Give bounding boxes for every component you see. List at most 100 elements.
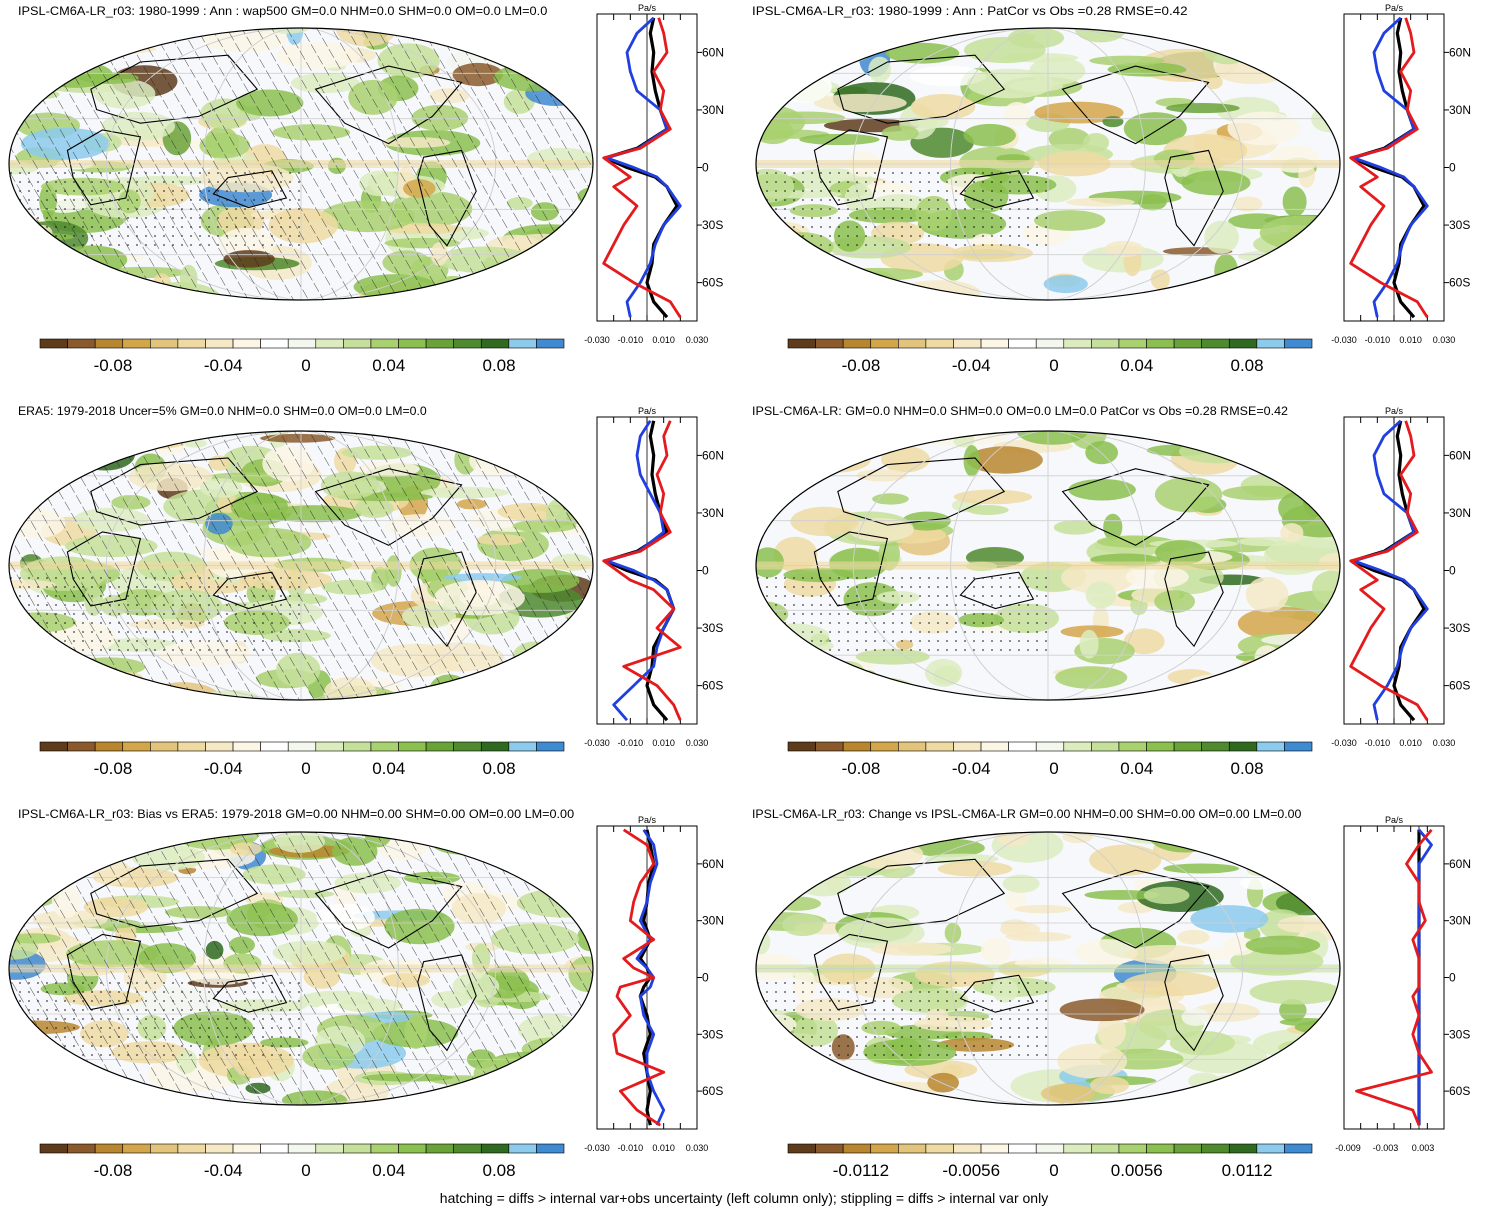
- colorbar-swatch: [1173, 741, 1202, 752]
- profile-x-tick-label: -0.030: [584, 1143, 610, 1153]
- profile-units: Pa/s: [638, 815, 657, 825]
- field-cell: [9, 270, 61, 300]
- colorbar-swatch: [177, 1143, 206, 1154]
- field-cell: [1290, 655, 1309, 665]
- field-cell: [781, 668, 806, 687]
- colorbar-swatch: [260, 741, 289, 752]
- colorbar-tick-label: 0: [1049, 1161, 1058, 1180]
- field-cell: [1163, 863, 1240, 874]
- colorbar-swatch: [953, 338, 982, 349]
- field-cell: [963, 36, 1046, 64]
- field-cell: [872, 493, 909, 505]
- colorbar-swatch: [1091, 741, 1120, 752]
- field-cell: [75, 438, 121, 448]
- panel-title: IPSL-CM6A-LR_r03: Change vs IPSL-CM6A-LR…: [752, 807, 1302, 821]
- latitude-label: 30N: [1449, 103, 1471, 117]
- colorbar-swatch: [1256, 741, 1285, 752]
- field-cell: [783, 695, 855, 700]
- colorbar-tick-label: 0: [301, 1161, 310, 1180]
- field-cell: [1000, 921, 1041, 938]
- field-cell: [1005, 886, 1027, 912]
- profile-series-line: [1417, 828, 1433, 1126]
- world-map: [9, 832, 593, 1105]
- profile-series-line: [603, 17, 679, 319]
- profile-series-line: [612, 828, 666, 1127]
- field-cell: [1155, 540, 1207, 566]
- colorbar-swatch: [67, 1143, 96, 1154]
- latitude-label: 0: [702, 971, 709, 985]
- profile-x-tick-label: 0.003: [1412, 1143, 1435, 1153]
- colorbar-swatch: [398, 741, 427, 752]
- latitude-label: 30S: [1449, 1027, 1470, 1041]
- latitude-label: 30S: [1449, 218, 1470, 232]
- field-cell: [1041, 1083, 1095, 1104]
- field-cell: [1178, 439, 1255, 464]
- field-cell: [966, 505, 1009, 515]
- colorbar-swatch: [480, 741, 510, 752]
- colorbar-swatch: [122, 338, 151, 349]
- longitude-gridline: [852, 28, 1244, 300]
- colorbar-swatch: [1035, 338, 1065, 349]
- field-cell: [1277, 916, 1325, 933]
- field-cell: [807, 835, 866, 866]
- field-cell: [10, 650, 39, 675]
- field-cell: [810, 431, 871, 444]
- field-cell: [499, 275, 568, 295]
- latitude-label: 30N: [702, 506, 724, 520]
- profile-x-tick-label: -0.010: [1365, 335, 1391, 345]
- profile-series-line: [1352, 16, 1429, 318]
- field-cell: [463, 675, 518, 687]
- colorbar-tick-label: 0.04: [1120, 759, 1153, 778]
- colorbar-swatch: [1008, 741, 1037, 752]
- field-cell: [1186, 28, 1232, 41]
- latitude-label: 0: [702, 161, 709, 175]
- colorbar-swatch: [287, 1143, 317, 1154]
- profile-x-tick-label: 0.030: [1433, 738, 1456, 748]
- colorbar-tick-label: 0.0112: [1222, 1161, 1273, 1180]
- field-cell: [1066, 197, 1135, 207]
- latitude-label: 60N: [702, 45, 724, 59]
- field-cell: [55, 431, 148, 442]
- field-cell: [1258, 437, 1300, 466]
- world-map: [756, 431, 1340, 700]
- longitude-gridline: [950, 431, 1146, 700]
- field-cell: [1125, 565, 1189, 589]
- field-cell: [1202, 32, 1252, 65]
- colorbar-tick-label: 0.08: [1231, 356, 1264, 375]
- field-cell: [544, 256, 593, 282]
- field-cell: [1008, 79, 1064, 92]
- colorbar-swatch: [453, 1143, 482, 1154]
- field-cell: [763, 488, 781, 509]
- field-cell: [508, 260, 586, 277]
- colorbar-swatch: [398, 338, 427, 349]
- panel-4: IPSL-CM6A-LR: GM=0.0 NHM=0.0 SHM=0.0 OM=…: [752, 404, 1471, 778]
- field-cell: [1195, 431, 1284, 442]
- profile-series-line: [1349, 17, 1429, 318]
- colorbar-tick-label: -0.04: [204, 1161, 243, 1180]
- profile-frame: [1343, 825, 1445, 1130]
- field-cell: [1224, 278, 1251, 297]
- coastline: [837, 54, 1006, 124]
- panel-2: IPSL-CM6A-LR_r03: 1980-1999 : Ann : PatC…: [752, 3, 1471, 375]
- world-map: [9, 28, 593, 300]
- field-cell: [1204, 220, 1239, 254]
- field-cell: [1181, 1008, 1210, 1026]
- field-cell: [85, 28, 144, 55]
- field-cell: [1090, 1076, 1130, 1095]
- field-cell: [881, 125, 919, 141]
- footer-note: hatching = diffs > internal var+obs unce…: [439, 1190, 1049, 1206]
- profile-x-tick-label: 0.010: [1399, 335, 1422, 345]
- field-cell: [1102, 116, 1124, 128]
- field-cell: [927, 1072, 959, 1093]
- longitude-gridline: [950, 28, 1146, 300]
- colorbar-swatch: [980, 338, 1009, 349]
- profile-x-tick-label: 0.010: [652, 738, 675, 748]
- colorbar-swatch: [1146, 741, 1175, 752]
- colorbar-tick-label: -0.04: [204, 356, 243, 375]
- profile-x-tick-label: 0.010: [1399, 738, 1422, 748]
- latitude-label: 60N: [1449, 857, 1471, 871]
- field-cell: [756, 69, 804, 87]
- field-cell: [102, 279, 136, 300]
- field-cell: [1057, 1043, 1128, 1079]
